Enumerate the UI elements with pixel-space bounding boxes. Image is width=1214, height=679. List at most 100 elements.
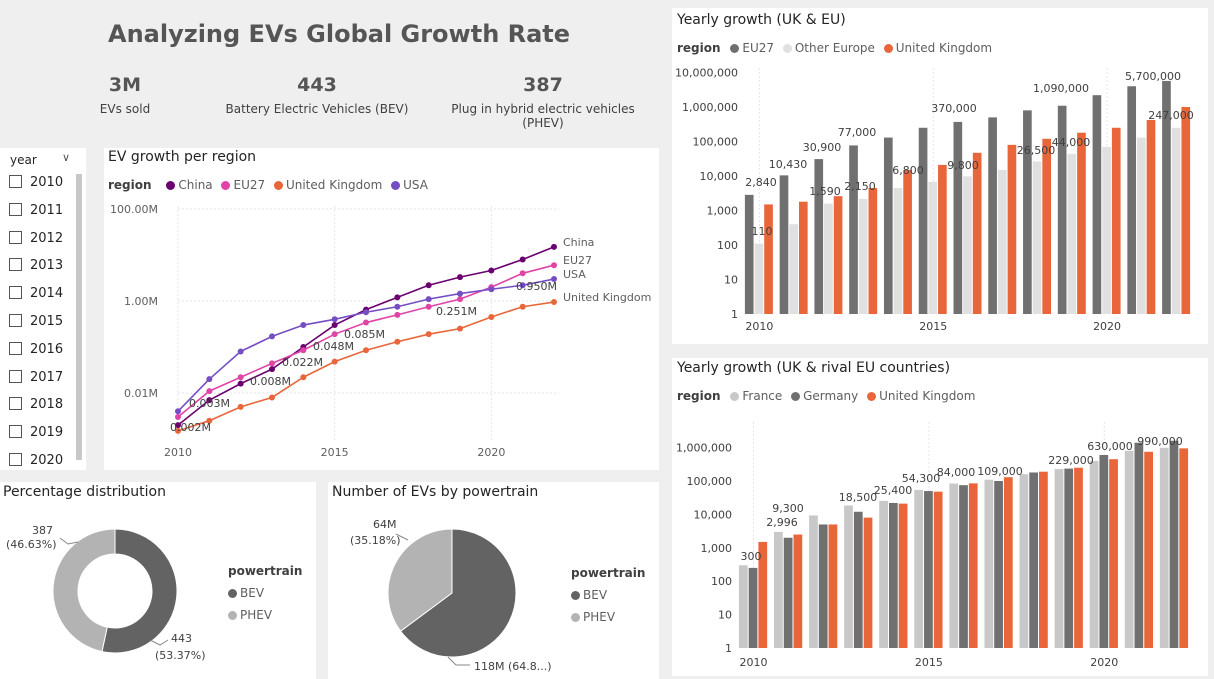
bar-united-kingdom[interactable] <box>1007 144 1017 314</box>
bar-france[interactable] <box>738 565 748 648</box>
data-point[interactable] <box>237 403 244 410</box>
checkbox[interactable] <box>9 369 22 383</box>
legend-item-bev[interactable]: BEV <box>228 582 302 604</box>
bar-united-kingdom[interactable] <box>972 152 982 314</box>
legend-item-eu27[interactable]: EU27 <box>216 178 265 192</box>
bar-united-kingdom[interactable] <box>764 204 773 314</box>
bar-united-kingdom[interactable] <box>828 524 838 648</box>
legend-item-phev[interactable]: PHEV <box>228 604 302 626</box>
data-point[interactable] <box>206 397 213 404</box>
data-point[interactable] <box>551 299 557 306</box>
data-point[interactable] <box>237 374 244 381</box>
data-point[interactable] <box>175 408 181 415</box>
legend-item-germany[interactable]: Germany <box>786 389 858 403</box>
bar-united-kingdom[interactable] <box>1077 132 1086 314</box>
data-point[interactable] <box>394 338 401 345</box>
bar-germany[interactable] <box>1029 472 1039 648</box>
checkbox[interactable] <box>9 397 22 411</box>
bar-united-kingdom[interactable] <box>898 503 908 648</box>
data-point[interactable] <box>519 256 526 263</box>
bar-other-europe[interactable] <box>928 181 938 314</box>
bar-other-europe[interactable] <box>997 169 1007 314</box>
data-point[interactable] <box>300 374 307 381</box>
bar-eu27[interactable] <box>918 127 928 314</box>
legend-item-phev[interactable]: PHEV <box>571 606 645 628</box>
slicer-item-2020[interactable]: 2020 <box>9 453 63 471</box>
bar-united-kingdom[interactable] <box>833 196 843 314</box>
bar-france[interactable] <box>774 531 783 648</box>
bar-united-kingdom[interactable] <box>1042 138 1052 314</box>
bar-germany[interactable] <box>924 491 933 648</box>
data-point[interactable] <box>519 270 526 277</box>
slicer-item-2016[interactable]: 2016 <box>9 341 63 360</box>
bar-united-kingdom[interactable] <box>1179 448 1189 648</box>
data-point[interactable] <box>206 388 213 395</box>
bar-france[interactable] <box>1124 450 1134 648</box>
slicer-item-2017[interactable]: 2017 <box>9 369 63 388</box>
data-point[interactable] <box>488 313 495 320</box>
bar-france[interactable] <box>1019 474 1029 648</box>
data-point[interactable] <box>488 286 495 293</box>
slicer-item-2011[interactable]: 2011 <box>9 202 63 221</box>
checkbox[interactable] <box>9 453 22 466</box>
donut-slice-phev[interactable] <box>52 528 116 653</box>
legend-item-usa[interactable]: USA <box>386 178 428 192</box>
data-point[interactable] <box>363 347 369 354</box>
data-point[interactable] <box>237 348 244 355</box>
bar-france[interactable] <box>809 515 818 648</box>
data-point[interactable] <box>425 296 432 303</box>
data-point[interactable] <box>175 422 181 429</box>
bar-eu27[interactable] <box>744 194 754 314</box>
data-point[interactable] <box>551 243 557 250</box>
bar-other-europe[interactable] <box>1067 153 1077 314</box>
bar-united-kingdom[interactable] <box>758 541 768 648</box>
slicer-item-2010[interactable]: 2010 <box>9 175 63 193</box>
data-point[interactable] <box>269 366 275 373</box>
legend-item-uk[interactable]: United Kingdom <box>862 389 975 403</box>
bar-eu27[interactable] <box>779 175 789 314</box>
data-point[interactable] <box>394 294 401 301</box>
bar-france[interactable] <box>1054 468 1064 648</box>
pie-slice-phev[interactable] <box>387 528 453 632</box>
data-point[interactable] <box>206 417 213 424</box>
data-point[interactable] <box>206 376 213 383</box>
bar-germany[interactable] <box>853 511 863 648</box>
data-point[interactable] <box>519 303 526 310</box>
bar-other-europe[interactable] <box>824 203 833 314</box>
bar-united-kingdom[interactable] <box>1144 451 1153 648</box>
legend-item-uk[interactable]: United Kingdom <box>269 178 382 192</box>
bar-united-kingdom[interactable] <box>793 534 803 648</box>
bar-france[interactable] <box>949 483 959 648</box>
bar-eu27[interactable] <box>1057 105 1067 314</box>
checkbox[interactable] <box>9 286 22 300</box>
data-point[interactable] <box>488 267 495 274</box>
legend-item-china[interactable]: China <box>161 178 213 192</box>
data-point[interactable] <box>331 331 338 338</box>
data-point[interactable] <box>519 282 526 289</box>
data-point[interactable] <box>300 322 307 329</box>
data-point[interactable] <box>269 394 275 401</box>
pie-slice-bev[interactable] <box>399 528 517 658</box>
bar-germany[interactable] <box>748 567 758 648</box>
data-point[interactable] <box>551 276 557 283</box>
bar-eu27[interactable] <box>953 121 963 315</box>
bar-germany[interactable] <box>959 485 968 648</box>
bar-united-kingdom[interactable] <box>938 164 947 314</box>
data-point[interactable] <box>425 303 432 310</box>
donut-slice-bev[interactable] <box>101 528 178 654</box>
slicer-item-2013[interactable]: 2013 <box>9 258 63 276</box>
data-point[interactable] <box>269 333 275 340</box>
bar-france[interactable] <box>844 505 853 648</box>
bar-france[interactable] <box>879 500 888 648</box>
data-point[interactable] <box>175 414 181 421</box>
slicer-item-2012[interactable]: 2012 <box>9 230 63 249</box>
bar-germany[interactable] <box>994 481 1003 648</box>
data-point[interactable] <box>457 296 463 303</box>
bar-eu27[interactable] <box>849 145 858 314</box>
bar-united-kingdom[interactable] <box>798 201 808 314</box>
legend-item-france[interactable]: France <box>730 389 782 403</box>
bar-eu27[interactable] <box>1127 86 1137 314</box>
bar-united-kingdom[interactable] <box>933 491 943 648</box>
slicer-item-2015[interactable]: 2015 <box>9 314 63 332</box>
checkbox[interactable] <box>9 202 22 216</box>
